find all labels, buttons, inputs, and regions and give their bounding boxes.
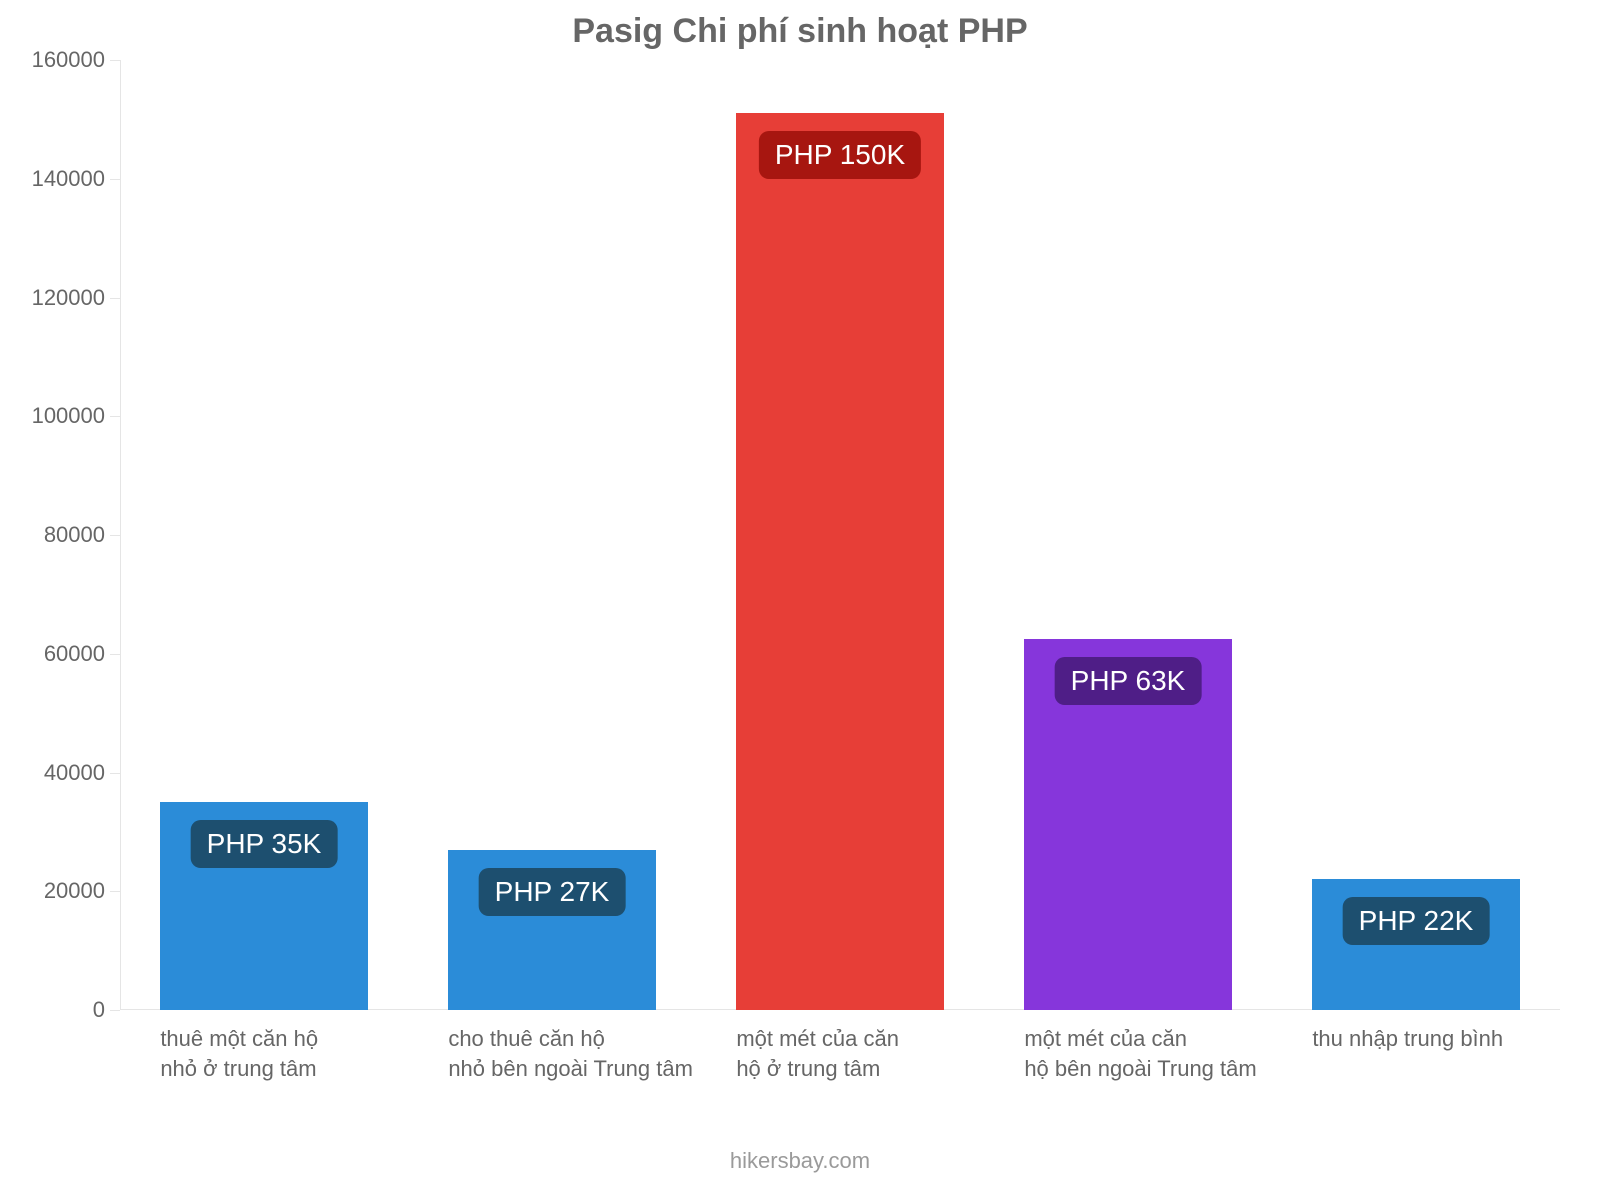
y-tick [110, 773, 120, 774]
chart-container: Pasig Chi phí sinh hoạt PHP 020000400006… [0, 0, 1600, 1200]
x-tick-label-line: nhỏ bên ngoài Trung tâm [448, 1054, 736, 1084]
y-tick-label: 0 [10, 997, 105, 1023]
y-tick-label: 20000 [10, 878, 105, 904]
bar-value-badge: PHP 22K [1343, 897, 1490, 945]
y-tick [110, 891, 120, 892]
x-tick-label: thu nhập trung bình [1312, 1010, 1600, 1054]
y-tick-label: 140000 [10, 166, 105, 192]
bar [736, 113, 943, 1010]
y-tick-label: 100000 [10, 403, 105, 429]
y-tick [110, 298, 120, 299]
y-tick [110, 535, 120, 536]
y-tick-label: 80000 [10, 522, 105, 548]
bar-value-badge: PHP 150K [759, 131, 921, 179]
x-tick-label-line: một mét của căn [1024, 1024, 1312, 1054]
x-tick-label-line: thuê một căn hộ [160, 1024, 448, 1054]
bar-value-badge: PHP 63K [1055, 657, 1202, 705]
y-tick-label: 60000 [10, 641, 105, 667]
chart-title: Pasig Chi phí sinh hoạt PHP [0, 12, 1600, 51]
x-tick-label: cho thuê căn hộnhỏ bên ngoài Trung tâm [448, 1010, 736, 1083]
plot-area: 0200004000060000800001000001200001400001… [120, 60, 1560, 1010]
bar-value-badge: PHP 35K [191, 820, 338, 868]
x-tick-label-line: hộ ở trung tâm [736, 1054, 1024, 1084]
y-tick [110, 416, 120, 417]
y-tick [110, 1010, 120, 1011]
bar-value-badge: PHP 27K [479, 868, 626, 916]
x-tick-label-line: cho thuê căn hộ [448, 1024, 736, 1054]
y-tick [110, 654, 120, 655]
y-axis-line [120, 60, 121, 1010]
x-tick-label: thuê một căn hộnhỏ ở trung tâm [160, 1010, 448, 1083]
y-tick-label: 40000 [10, 760, 105, 786]
y-tick [110, 60, 120, 61]
x-tick-label-line: thu nhập trung bình [1312, 1024, 1600, 1054]
x-tick-label: một mét của cănhộ ở trung tâm [736, 1010, 1024, 1083]
x-tick-label: một mét của cănhộ bên ngoài Trung tâm [1024, 1010, 1312, 1083]
x-tick-label-line: một mét của căn [736, 1024, 1024, 1054]
x-tick-label-line: nhỏ ở trung tâm [160, 1054, 448, 1084]
y-tick-label: 160000 [10, 47, 105, 73]
attribution-text: hikersbay.com [0, 1148, 1600, 1174]
y-tick [110, 179, 120, 180]
y-tick-label: 120000 [10, 285, 105, 311]
x-tick-label-line: hộ bên ngoài Trung tâm [1024, 1054, 1312, 1084]
